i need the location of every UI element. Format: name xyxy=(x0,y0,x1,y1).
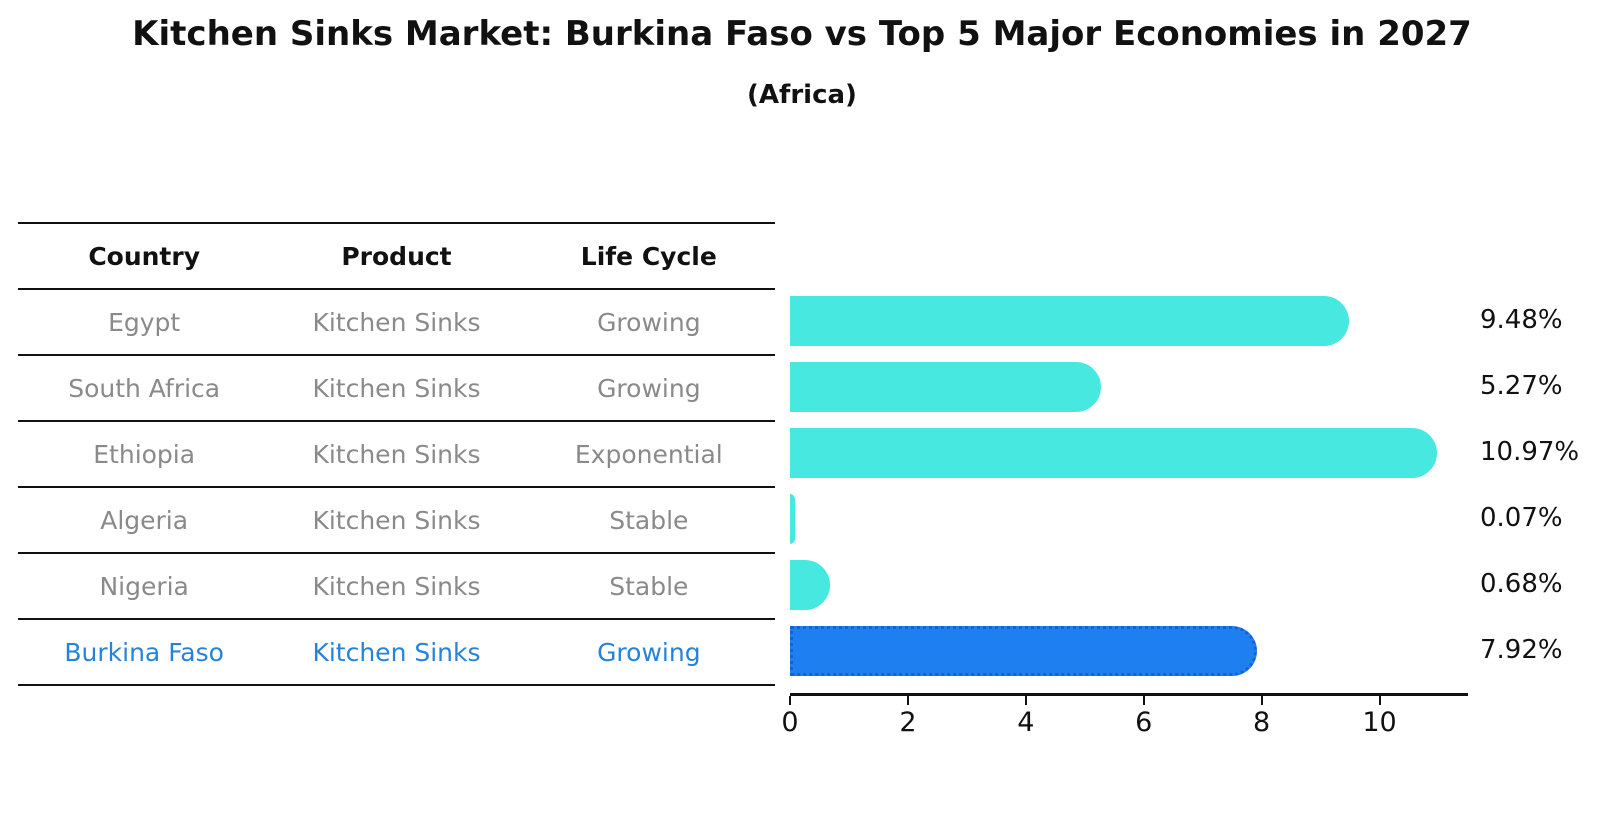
bar-algeria xyxy=(790,494,795,544)
table-header-row: Country Product Life Cycle xyxy=(18,222,775,288)
table-cell-product: Kitchen Sinks xyxy=(312,373,481,403)
x-tick xyxy=(1260,696,1263,705)
table-row: Burkina Faso Kitchen Sinks Growing xyxy=(18,618,775,684)
bar-ethiopia xyxy=(790,428,1437,478)
table-cell-country: Egypt xyxy=(108,307,181,337)
chart-title: Kitchen Sinks Market: Burkina Faso vs To… xyxy=(132,14,1472,54)
table-cell-life-cycle: Growing xyxy=(597,373,701,403)
bar-row: 7.92% xyxy=(790,626,1604,676)
table-cell-life-cycle: Growing xyxy=(597,637,701,667)
table-cell-life-cycle: Stable xyxy=(609,505,689,535)
x-tick xyxy=(789,696,791,705)
table-cell-country: Ethiopia xyxy=(93,439,196,469)
country-table: Country Product Life Cycle Egypt Kitchen Si… xyxy=(18,222,775,686)
x-tick-label: 6 xyxy=(1135,707,1153,738)
bar-value-label: 10.97% xyxy=(1480,436,1580,467)
x-tick-label: 4 xyxy=(1017,707,1035,738)
x-tick xyxy=(906,696,909,705)
table-cell-country: Burkina Faso xyxy=(64,637,224,667)
x-tick-label: 10 xyxy=(1362,707,1397,738)
table-row: Ethiopia Kitchen Sinks Exponential xyxy=(18,420,775,486)
table-cell-product: Kitchen Sinks xyxy=(312,505,481,535)
x-tick-label: 8 xyxy=(1253,707,1271,738)
table-cell-product: Kitchen Sinks xyxy=(312,439,481,469)
x-tick-label: 0 xyxy=(781,707,799,738)
table-row: Algeria Kitchen Sinks Stable xyxy=(18,486,775,552)
bar-highlight-burkina-faso xyxy=(790,626,1257,676)
bar-value-label: 5.27% xyxy=(1480,370,1563,401)
table-header-country: Country xyxy=(88,241,201,271)
bar-value-label: 0.68% xyxy=(1480,568,1563,599)
table-cell-country: South Africa xyxy=(68,373,221,403)
bar-egypt xyxy=(790,296,1349,346)
x-axis-line xyxy=(790,693,1468,696)
table-row: Egypt Kitchen Sinks Growing xyxy=(18,288,775,354)
bar-row: 10.97% xyxy=(790,428,1604,478)
x-tick xyxy=(1142,696,1145,705)
bar-row: 5.27% xyxy=(790,362,1604,412)
table-cell-country: Nigeria xyxy=(99,571,189,601)
table-cell-product: Kitchen Sinks xyxy=(312,571,481,601)
bar-row: 0.68% xyxy=(790,560,1604,610)
bar-nigeria xyxy=(790,560,831,610)
bar-row: 9.48% xyxy=(790,296,1604,346)
x-tick-label: 2 xyxy=(899,707,917,738)
table-header-life-cycle: Life Cycle xyxy=(580,241,717,271)
table-cell-product: Kitchen Sinks xyxy=(312,307,481,337)
chart-subtitle: (Africa) xyxy=(747,80,857,110)
table-cell-country: Algeria xyxy=(100,505,189,535)
table-cell-life-cycle: Growing xyxy=(597,307,701,337)
bar-value-label: 0.07% xyxy=(1480,502,1563,533)
bar-plot-area: 9.48% 5.27% 10.97% 0.07% 0.68% 7.92% xyxy=(790,288,1604,684)
x-tick xyxy=(1024,696,1027,705)
table-cell-product: Kitchen Sinks xyxy=(312,637,481,667)
bar-value-label: 7.92% xyxy=(1480,634,1563,665)
table-cell-life-cycle: Exponential xyxy=(574,439,723,469)
table-row: South Africa Kitchen Sinks Growing xyxy=(18,354,775,420)
table-header-product: Product xyxy=(341,241,452,271)
table-cell-life-cycle: Stable xyxy=(609,571,689,601)
bar-row: 0.07% xyxy=(790,494,1604,544)
x-tick xyxy=(1378,696,1381,705)
table-row: Nigeria Kitchen Sinks Stable xyxy=(18,552,775,618)
bar-south-africa xyxy=(790,362,1101,412)
bar-value-label: 9.48% xyxy=(1480,304,1563,335)
